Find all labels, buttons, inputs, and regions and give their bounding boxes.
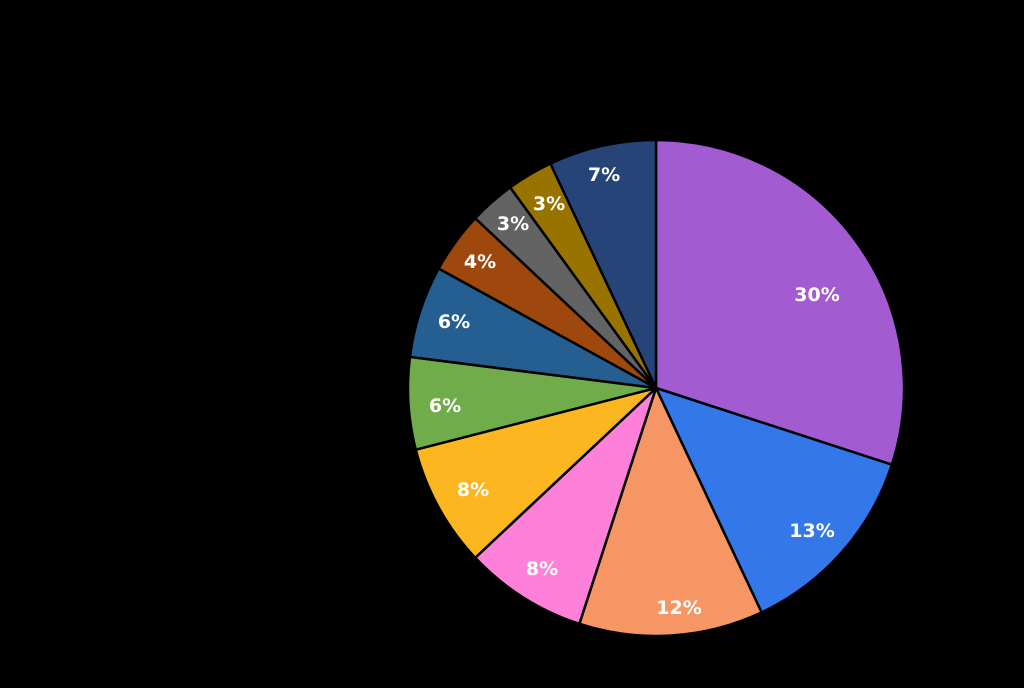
pie-slice — [414, 386, 658, 560]
pie-slices — [406, 138, 906, 638]
slice-percent-label: 6% — [438, 311, 470, 333]
slice-percent-label: 12% — [656, 597, 701, 619]
pie-slice — [473, 386, 658, 626]
pie-labels: 30%13%12%8%8%6%6%4%3%3%7% — [429, 164, 840, 619]
slice-percent-label: 8% — [526, 558, 558, 580]
pie-slice — [549, 138, 658, 390]
pie-slice — [654, 386, 894, 614]
slice-percent-label: 3% — [497, 213, 529, 235]
pie-slice — [654, 138, 906, 466]
slice-percent-label: 8% — [457, 479, 489, 501]
slice-percent-label: 7% — [588, 164, 620, 186]
slice-percent-label: 13% — [789, 520, 834, 542]
slice-percent-label: 3% — [533, 193, 565, 215]
slice-percent-label: 6% — [429, 395, 461, 417]
slice-percent-label: 30% — [794, 284, 839, 306]
pie-slice — [578, 386, 763, 638]
slice-percent-label: 4% — [464, 251, 496, 273]
